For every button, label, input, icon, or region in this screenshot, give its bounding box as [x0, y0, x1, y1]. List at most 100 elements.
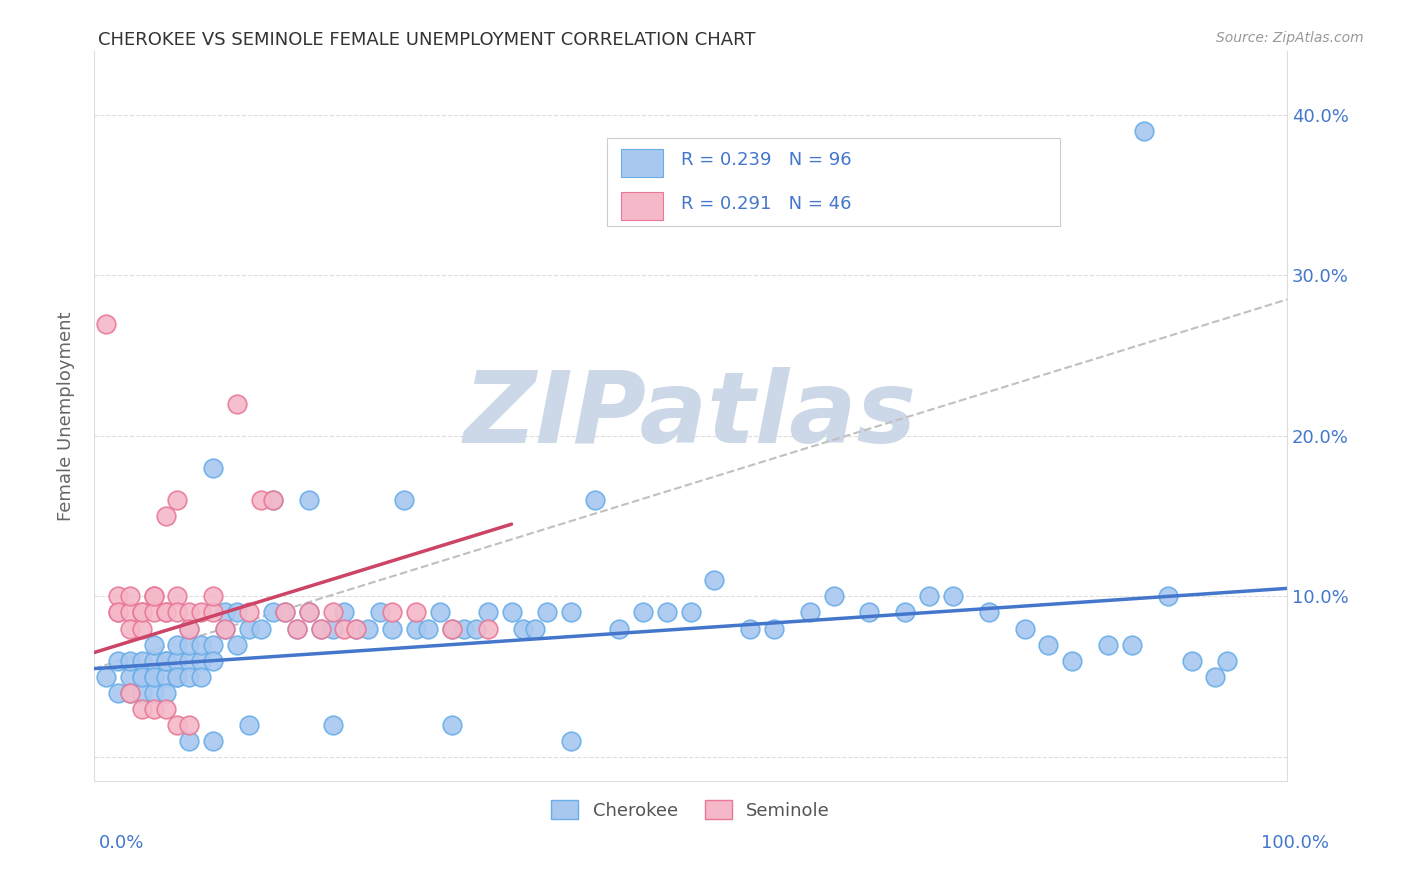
- Point: [166, 670, 188, 684]
- Text: R = 0.291   N = 46: R = 0.291 N = 46: [681, 195, 852, 213]
- Point: [179, 606, 201, 620]
- Point: [166, 718, 188, 732]
- Point: [1014, 622, 1036, 636]
- Point: [823, 590, 845, 604]
- Point: [179, 654, 201, 668]
- Point: [131, 654, 153, 668]
- Point: [464, 622, 486, 636]
- Point: [250, 493, 273, 508]
- Point: [142, 702, 165, 716]
- Point: [631, 606, 654, 620]
- Point: [155, 654, 177, 668]
- Point: [107, 686, 129, 700]
- Point: [202, 734, 225, 748]
- Point: [238, 606, 260, 620]
- Point: [155, 686, 177, 700]
- Point: [309, 622, 332, 636]
- Point: [1062, 654, 1084, 668]
- Bar: [621, 149, 664, 177]
- Point: [285, 622, 308, 636]
- Point: [333, 606, 356, 620]
- Point: [333, 622, 356, 636]
- Point: [977, 606, 1000, 620]
- Point: [1205, 670, 1227, 684]
- Point: [94, 670, 117, 684]
- Point: [179, 718, 201, 732]
- Point: [214, 622, 236, 636]
- Point: [405, 622, 427, 636]
- Point: [179, 670, 201, 684]
- Point: [190, 606, 212, 620]
- Point: [202, 461, 225, 475]
- Point: [226, 638, 249, 652]
- Point: [190, 654, 212, 668]
- Point: [1038, 638, 1060, 652]
- Point: [583, 493, 606, 508]
- Point: [226, 606, 249, 620]
- Point: [166, 606, 188, 620]
- Point: [155, 606, 177, 620]
- Point: [918, 590, 941, 604]
- Point: [1133, 124, 1156, 138]
- Point: [262, 493, 284, 508]
- Point: [440, 622, 463, 636]
- Point: [155, 702, 177, 716]
- Point: [214, 622, 236, 636]
- Point: [179, 734, 201, 748]
- Point: [131, 702, 153, 716]
- Point: [131, 670, 153, 684]
- Point: [392, 493, 415, 508]
- Point: [250, 622, 273, 636]
- Text: 0.0%: 0.0%: [98, 834, 143, 852]
- Point: [131, 606, 153, 620]
- Point: [309, 622, 332, 636]
- Point: [679, 606, 702, 620]
- Point: [190, 638, 212, 652]
- Text: R = 0.239   N = 96: R = 0.239 N = 96: [681, 152, 852, 169]
- Point: [190, 670, 212, 684]
- Point: [560, 734, 582, 748]
- Point: [740, 622, 762, 636]
- Point: [346, 622, 368, 636]
- Point: [381, 622, 404, 636]
- Point: [238, 718, 260, 732]
- Point: [560, 606, 582, 620]
- Point: [368, 606, 391, 620]
- Point: [429, 606, 451, 620]
- Point: [453, 622, 475, 636]
- Point: [155, 670, 177, 684]
- Point: [118, 670, 141, 684]
- Point: [858, 606, 880, 620]
- Point: [346, 622, 368, 636]
- Point: [512, 622, 534, 636]
- Point: [1157, 590, 1180, 604]
- Point: [477, 606, 499, 620]
- Point: [179, 638, 201, 652]
- Point: [142, 606, 165, 620]
- Point: [118, 654, 141, 668]
- Point: [1181, 654, 1204, 668]
- Point: [262, 493, 284, 508]
- Point: [1216, 654, 1239, 668]
- Point: [322, 622, 344, 636]
- Text: CHEROKEE VS SEMINOLE FEMALE UNEMPLOYMENT CORRELATION CHART: CHEROKEE VS SEMINOLE FEMALE UNEMPLOYMENT…: [98, 31, 756, 49]
- Point: [142, 686, 165, 700]
- Point: [118, 622, 141, 636]
- Point: [107, 606, 129, 620]
- Bar: [621, 193, 664, 220]
- Point: [155, 606, 177, 620]
- Point: [131, 670, 153, 684]
- Point: [298, 606, 321, 620]
- Point: [226, 397, 249, 411]
- Point: [405, 606, 427, 620]
- Point: [381, 606, 404, 620]
- Point: [298, 493, 321, 508]
- Point: [166, 654, 188, 668]
- Point: [501, 606, 523, 620]
- Point: [166, 638, 188, 652]
- Point: [131, 606, 153, 620]
- Point: [166, 590, 188, 604]
- Point: [107, 590, 129, 604]
- Point: [179, 622, 201, 636]
- Point: [179, 622, 201, 636]
